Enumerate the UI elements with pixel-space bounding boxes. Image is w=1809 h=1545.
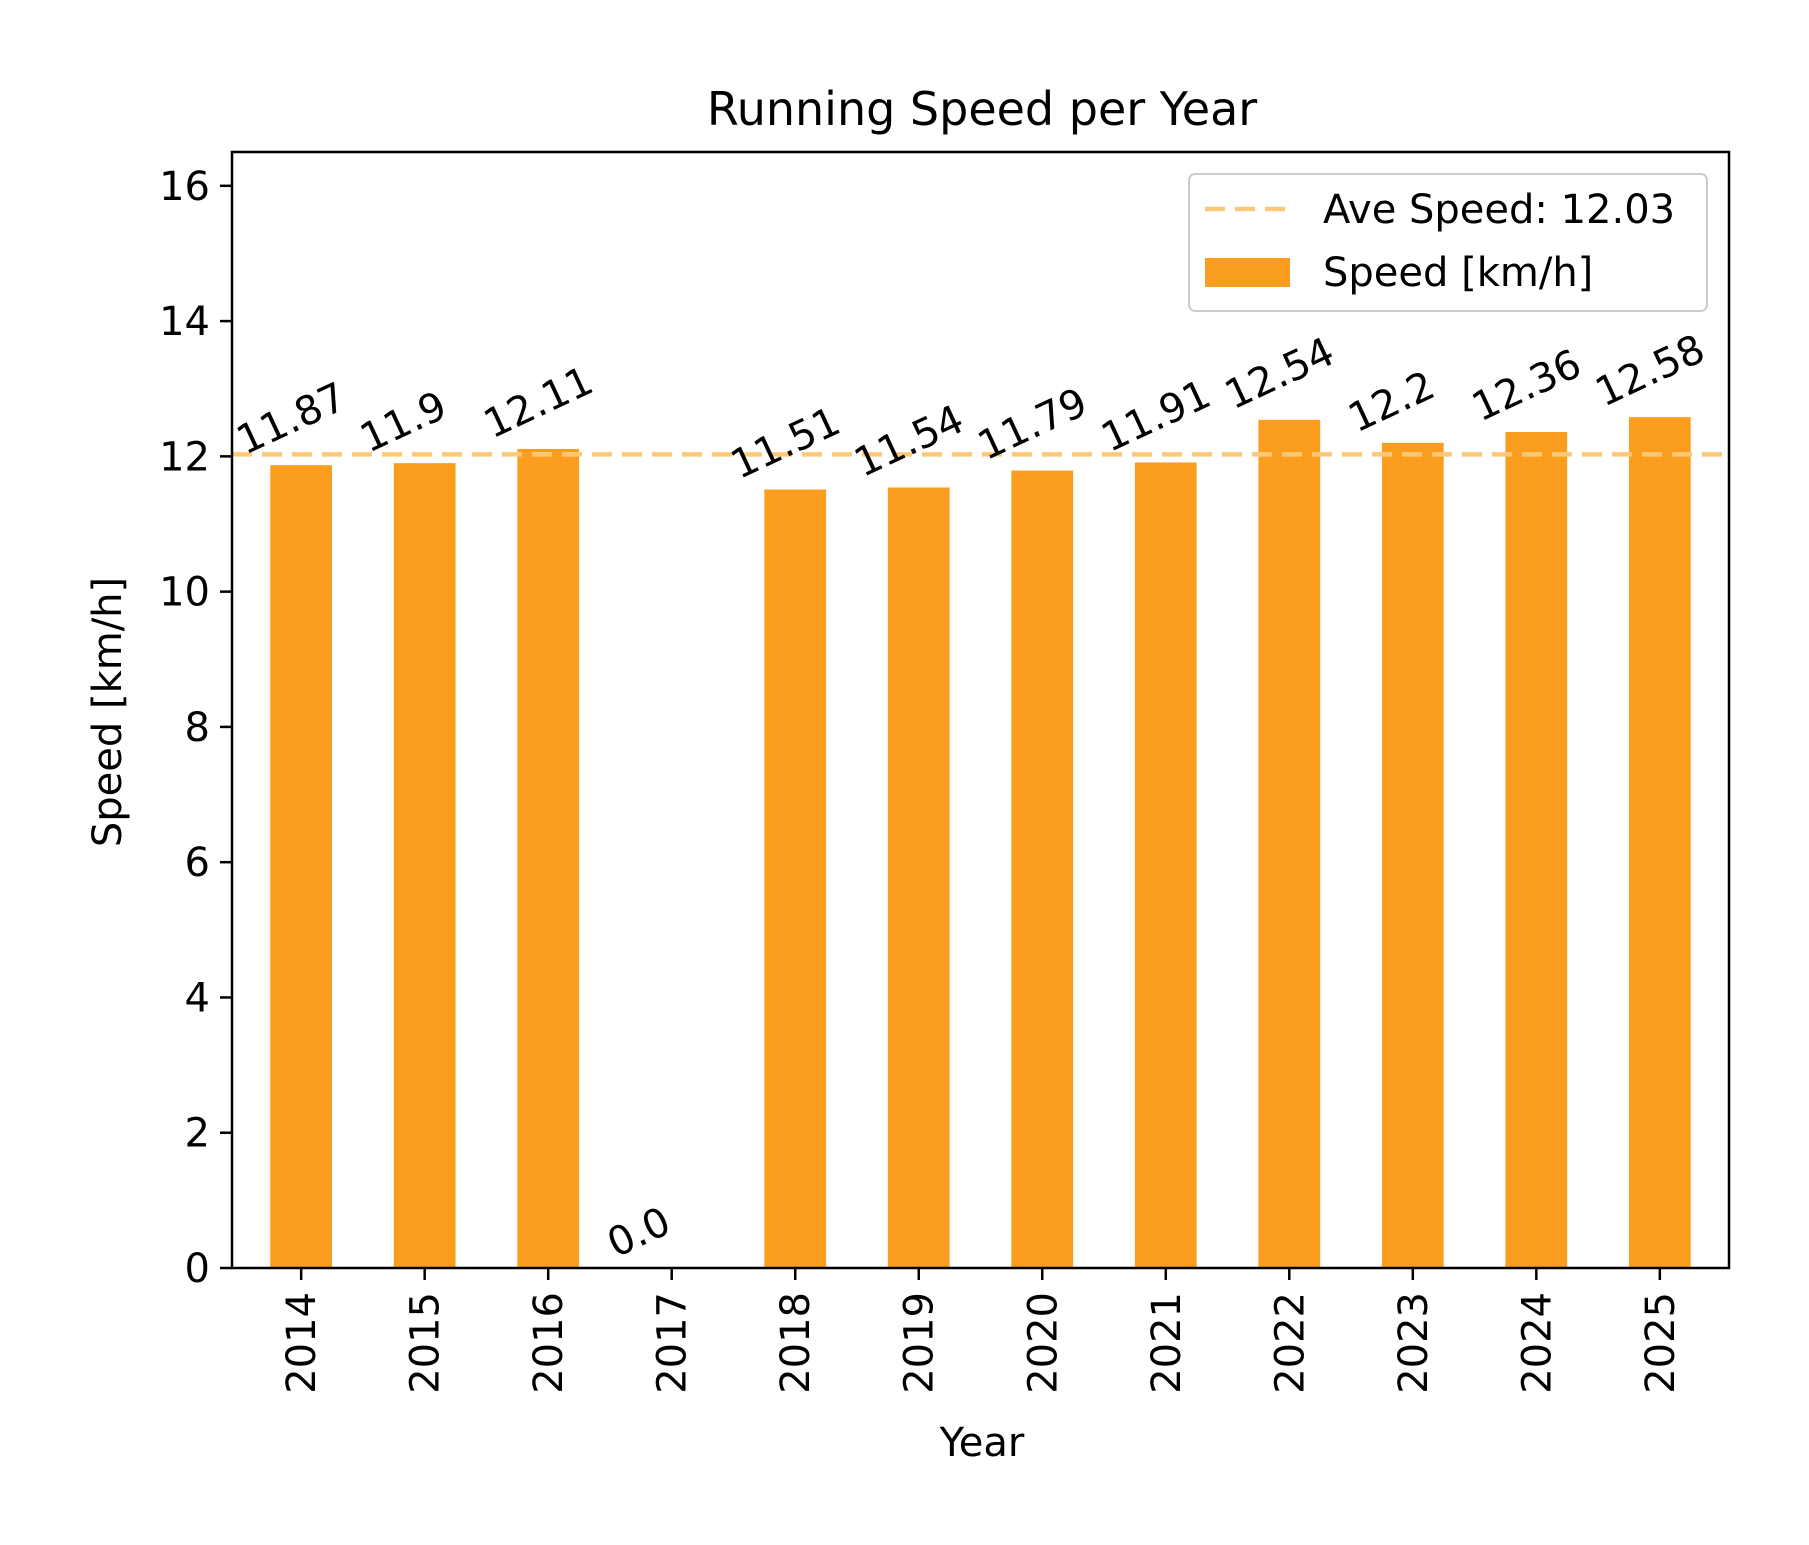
bar-2014 [270, 465, 333, 1268]
y-tick-label: 0 [185, 1246, 210, 1292]
y-tick-label: 6 [185, 840, 210, 886]
x-tick-label: 2014 [279, 1292, 325, 1394]
x-tick-label: 2017 [650, 1292, 696, 1394]
bar-2020 [1011, 470, 1074, 1268]
bar-value-label: 11.51 [724, 398, 847, 488]
x-tick-label: 2018 [773, 1292, 819, 1394]
y-axis: 0 2 4 6 8 10 12 14 16 [159, 164, 232, 1292]
bar-value-label: 11.9 [353, 383, 453, 462]
plot-frame [230, 150, 1731, 1270]
legend: Ave Speed: 12.03 Speed [km/h] [1188, 173, 1708, 312]
bar-2015 [393, 463, 456, 1268]
y-axis-label: Speed [km/h] [85, 577, 131, 847]
bar-2019 [887, 487, 950, 1269]
bar-2025 [1628, 417, 1691, 1269]
bar-value-label: 12.58 [1589, 326, 1712, 416]
bar-2016 [517, 448, 580, 1268]
x-tick-label: 2020 [1020, 1292, 1066, 1394]
x-tick-label: 2025 [1638, 1292, 1684, 1394]
bar-value-label: 12.11 [477, 358, 600, 448]
y-tick-label: 12 [159, 434, 210, 480]
x-tick-label: 2015 [403, 1292, 449, 1394]
bar-value-label: 12.36 [1465, 341, 1588, 431]
y-tick-label: 8 [185, 705, 210, 751]
x-tick-label: 2023 [1391, 1292, 1437, 1394]
y-tick-label: 10 [159, 570, 210, 616]
y-tick-label: 14 [159, 299, 210, 345]
y-tick-label: 4 [185, 975, 210, 1021]
bar-2023 [1381, 442, 1444, 1268]
bar-2024 [1505, 432, 1568, 1269]
chart-title: Running Speed per Year [707, 82, 1257, 136]
y-tick-label: 16 [159, 164, 210, 210]
x-tick-label: 2022 [1267, 1292, 1313, 1394]
x-tick-label: 2016 [526, 1292, 572, 1394]
x-tick-label: 2024 [1514, 1292, 1560, 1394]
x-axis: 2014 2015 2016 2017 2018 2019 2020 2021 2022 2023… [279, 1268, 1684, 1394]
bar-value-label: 12.2 [1342, 363, 1442, 442]
bar-value-label: 12.54 [1218, 329, 1341, 419]
y-tick-label: 2 [185, 1111, 210, 1157]
bar-value-label: 11.87 [230, 374, 353, 464]
legend-speed-label: Speed [km/h] [1323, 250, 1593, 296]
legend-average-label: Ave Speed: 12.03 [1323, 187, 1675, 233]
bars-layer [270, 417, 1691, 1269]
x-axis-label: Year [939, 1420, 1025, 1466]
bar-value-label: 11.91 [1095, 371, 1218, 461]
bar-2018 [764, 489, 827, 1268]
bar-2021 [1134, 462, 1197, 1268]
x-tick-label: 2021 [1144, 1292, 1190, 1394]
bar-value-label: 0.0 [600, 1198, 677, 1267]
legend-speed-swatch [1205, 258, 1290, 287]
bar-2022 [1258, 419, 1321, 1269]
bar-value-label: 11.54 [848, 396, 971, 486]
legend-box [1188, 173, 1708, 312]
x-tick-label: 2019 [897, 1292, 943, 1394]
